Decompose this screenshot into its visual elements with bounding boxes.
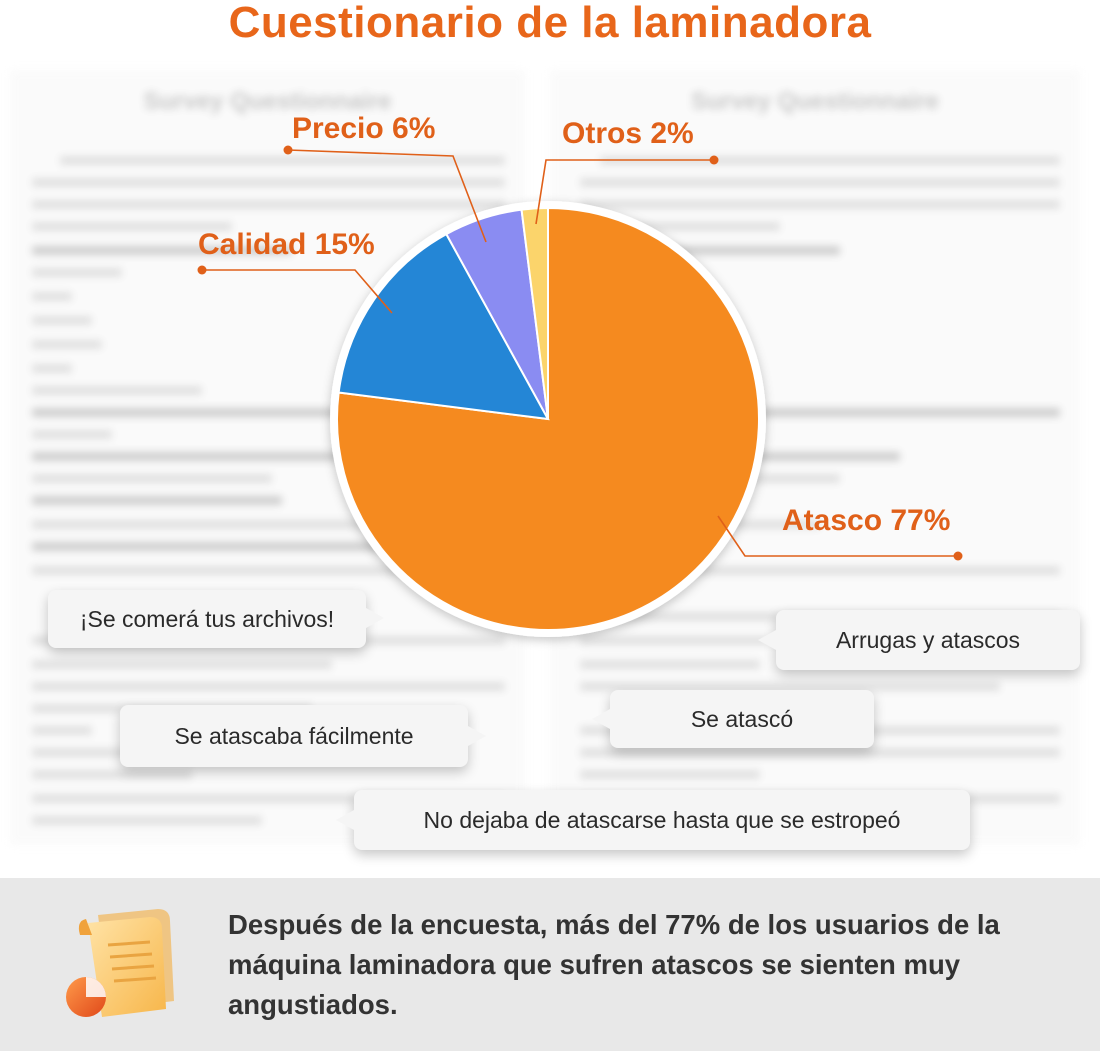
pie-slices (336, 206, 760, 631)
leader-dot-atasco (953, 551, 963, 561)
slice-label-atasco: Atasco 77% (782, 504, 950, 537)
slice-label-calidad: Calidad 15% (198, 228, 375, 261)
bubble-tail (592, 709, 610, 729)
comment-text: No dejaba de atascarse hasta que se estr… (423, 806, 901, 833)
comment-bubble-no-dejaba: No dejaba de atascarse hasta que se estr… (336, 790, 970, 850)
bubble-tail (758, 630, 776, 650)
pie-chart: Atasco 77% Calidad 15% Precio 6% Otros 2… (197, 112, 963, 637)
bubble-tail (468, 726, 486, 746)
background-heading-left: Survey Questionnaire (143, 88, 392, 115)
comment-text: Se atascaba fácilmente (174, 722, 414, 749)
pie-leaders (197, 145, 963, 561)
leader-dot-otros (709, 155, 719, 165)
leader-line-precio (287, 149, 487, 243)
slice-label-precio: Precio 6% (292, 112, 435, 145)
pie-labels: Atasco 77% Calidad 15% Precio 6% Otros 2… (198, 112, 950, 537)
pie-slice-calidad (337, 232, 550, 421)
slice-label-otros: Otros 2% (562, 117, 694, 150)
leader-line-atasco (717, 515, 958, 557)
report-chart-icon (66, 909, 174, 1017)
pie-slice-atasco (336, 206, 760, 631)
bubble-tail (366, 608, 384, 628)
leader-line-calidad (202, 269, 393, 314)
comment-text: Arrugas y atascos (835, 626, 1021, 653)
comment-bubble-comera: ¡Se comerá tus archivos! (48, 590, 384, 648)
bubble-tail (336, 810, 354, 830)
summary-text: Después de la encuesta, más del 77% de l… (228, 909, 1000, 1020)
leader-dot-calidad (197, 265, 207, 275)
comment-text: Se atascó (690, 705, 794, 732)
background-heading-right: Survey Questionnaire (690, 88, 940, 115)
comment-bubble-atascaba: Se atascaba fácilmente (120, 705, 486, 767)
leader-dot-precio (283, 145, 293, 155)
summary-band (0, 878, 1100, 1051)
comment-text: ¡Se comerá tus archivos! (79, 605, 335, 632)
page-title: Cuestionario de la laminadora (228, 0, 872, 47)
comment-bubble-arrugas: Arrugas y atascos (758, 610, 1080, 670)
pie-slice-otros (520, 206, 549, 420)
leader-line-otros (535, 159, 714, 225)
comment-bubble-atasco: Se atascó (592, 690, 874, 748)
